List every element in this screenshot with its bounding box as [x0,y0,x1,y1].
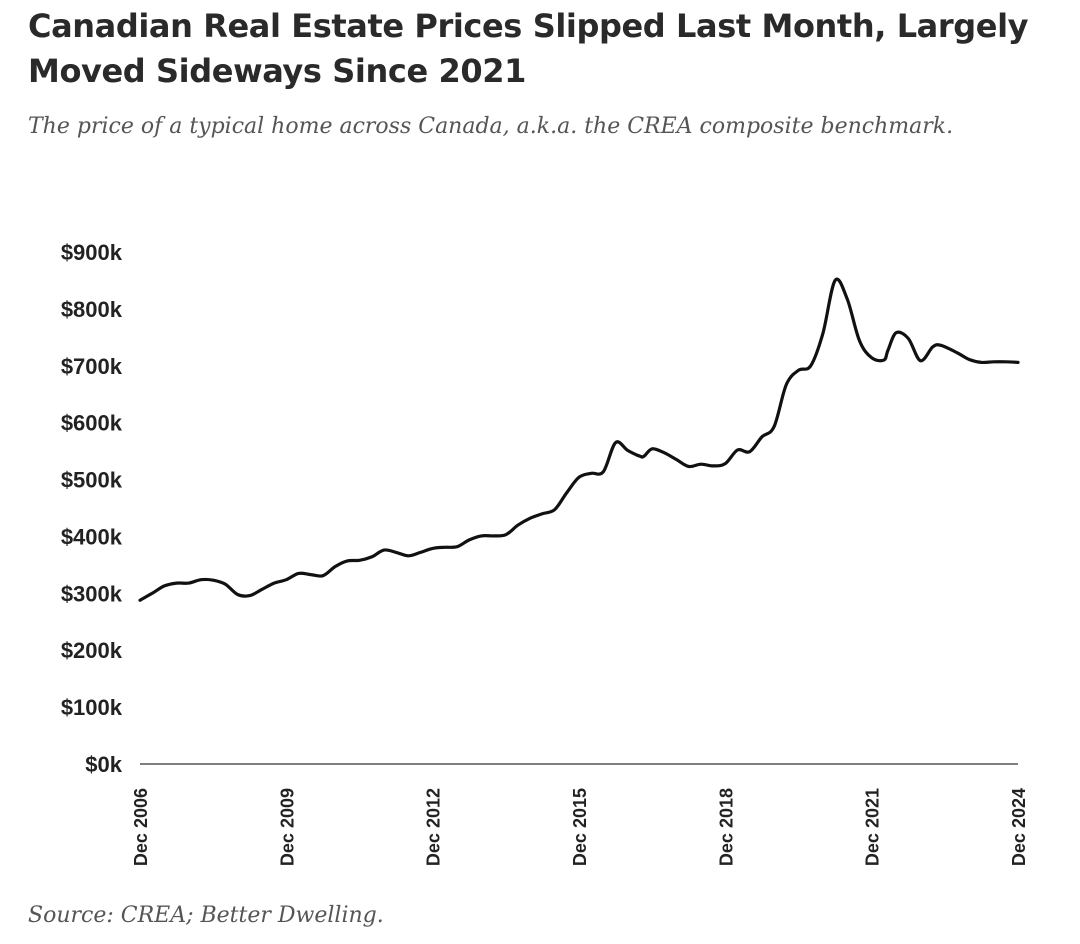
y-tick-label: $200k [61,638,123,663]
x-tick-label: Dec 2024 [1009,788,1029,866]
y-tick-label: $0k [85,752,122,777]
y-tick-label: $600k [61,411,123,436]
y-tick-label: $100k [61,695,123,720]
y-axis-ticks: $0k $100k $200k $300k $400k $500k $600k $700k $8… [61,240,123,777]
y-tick-label: $900k [61,240,123,265]
price-series-line [138,277,1020,602]
chart-title: Canadian Real Estate Prices Slipped Last… [28,7,1029,90]
y-tick-label: $400k [61,524,123,549]
y-tick-label: $700k [61,354,123,379]
x-tick-label: Dec 2018 [716,788,736,866]
x-tick-label: Dec 2021 [863,788,883,866]
source-note: Source: CREA; Better Dwelling. [28,903,384,928]
y-tick-label: $300k [61,581,123,606]
y-tick-label: $800k [61,297,123,322]
x-tick-label: Dec 2009 [277,788,297,866]
x-axis-ticks: Dec 2006 Dec 2009 Dec 2012 Dec 2015 Dec 2018… [131,788,1029,866]
y-tick-label: $500k [61,468,123,493]
x-tick-label: Dec 2012 [424,788,444,866]
chart-subtitle: The price of a typical home across Canad… [28,114,954,139]
x-tick-label: Dec 2015 [570,788,590,866]
x-tick-label: Dec 2006 [131,788,151,866]
